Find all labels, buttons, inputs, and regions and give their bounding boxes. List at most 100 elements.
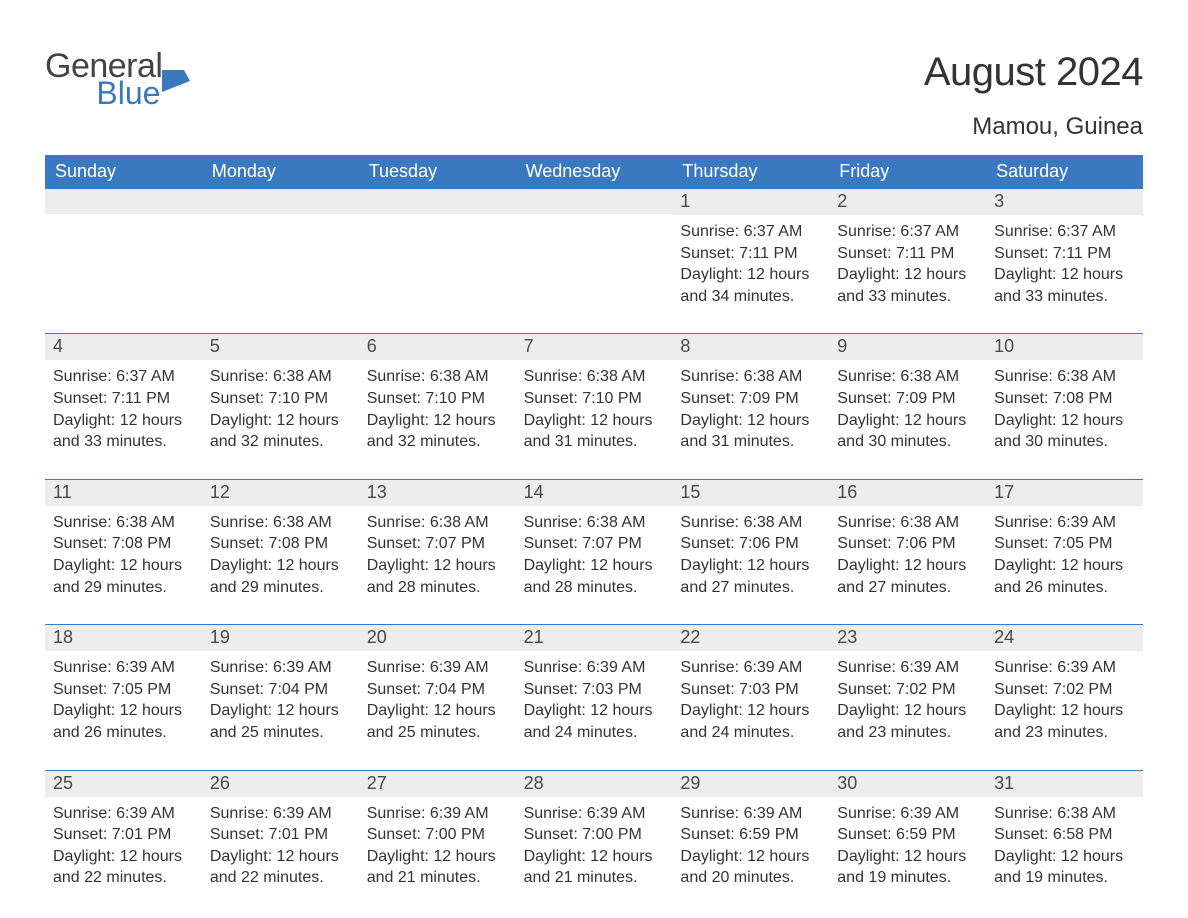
calendar-cell: 28Sunrise: 6:39 AMSunset: 7:00 PMDayligh… [516,771,673,915]
calendar-cell: 25Sunrise: 6:39 AMSunset: 7:01 PMDayligh… [45,771,202,915]
day-number: 5 [202,334,359,360]
sunrise-text: Sunrise: 6:39 AM [210,657,351,679]
daylight-text: Daylight: 12 hours and 25 minutes. [210,700,351,743]
day-header: Sunday [45,155,202,189]
daylight-text: Daylight: 12 hours and 29 minutes. [53,555,194,598]
sunset-text: Sunset: 6:59 PM [680,824,821,846]
calendar-cell: 19Sunrise: 6:39 AMSunset: 7:04 PMDayligh… [202,625,359,769]
sunset-text: Sunset: 7:10 PM [210,388,351,410]
sunset-text: Sunset: 7:11 PM [680,243,821,265]
sunrise-text: Sunrise: 6:38 AM [367,512,508,534]
day-details: Sunrise: 6:37 AMSunset: 7:11 PMDaylight:… [672,215,829,307]
day-number: 27 [359,771,516,797]
day-details: Sunrise: 6:39 AMSunset: 7:00 PMDaylight:… [516,797,673,889]
day-number: 25 [45,771,202,797]
day-details: Sunrise: 6:38 AMSunset: 7:09 PMDaylight:… [672,360,829,452]
calendar-cell: 1Sunrise: 6:37 AMSunset: 7:11 PMDaylight… [672,189,829,333]
sunrise-text: Sunrise: 6:38 AM [680,366,821,388]
calendar-cell: 9Sunrise: 6:38 AMSunset: 7:09 PMDaylight… [829,334,986,478]
calendar-cell: 13Sunrise: 6:38 AMSunset: 7:07 PMDayligh… [359,480,516,624]
day-number: 11 [45,480,202,506]
day-header: Tuesday [359,155,516,189]
daylight-text: Daylight: 12 hours and 30 minutes. [994,410,1135,453]
calendar-cell: 29Sunrise: 6:39 AMSunset: 6:59 PMDayligh… [672,771,829,915]
day-number [45,189,202,214]
sunset-text: Sunset: 6:59 PM [837,824,978,846]
daylight-text: Daylight: 12 hours and 30 minutes. [837,410,978,453]
day-details: Sunrise: 6:37 AMSunset: 7:11 PMDaylight:… [986,215,1143,307]
sunset-text: Sunset: 7:08 PM [994,388,1135,410]
day-number: 8 [672,334,829,360]
day-number: 17 [986,480,1143,506]
sunrise-text: Sunrise: 6:39 AM [524,803,665,825]
daylight-text: Daylight: 12 hours and 26 minutes. [53,700,194,743]
calendar-cell: 2Sunrise: 6:37 AMSunset: 7:11 PMDaylight… [829,189,986,333]
sunset-text: Sunset: 7:02 PM [837,679,978,701]
day-header: Thursday [672,155,829,189]
daylight-text: Daylight: 12 hours and 27 minutes. [680,555,821,598]
daylight-text: Daylight: 12 hours and 21 minutes. [524,846,665,889]
calendar-week: 11 Sunrise: 6:38 AM Sunset: 7:08 PM Dayligh… [45,479,1143,624]
calendar-cell: 12Sunrise: 6:38 AMSunset: 7:08 PMDayligh… [202,480,359,624]
sunset-text: Sunset: 7:11 PM [837,243,978,265]
sunset-text: Sunset: 7:08 PM [210,533,351,555]
sunset-text: Sunset: 7:07 PM [524,533,665,555]
calendar-cell: 11Sunrise: 6:38 AMSunset: 7:08 PMDayligh… [45,480,202,624]
sunrise-text: Sunrise: 6:39 AM [367,803,508,825]
daylight-text: Daylight: 12 hours and 28 minutes. [367,555,508,598]
day-header: Wednesday [516,155,673,189]
sunrise-text: Sunrise: 6:38 AM [524,512,665,534]
daylight-text: Daylight: 12 hours and 33 minutes. [837,264,978,307]
day-details: Sunrise: 6:39 AMSunset: 7:00 PMDaylight:… [359,797,516,889]
sunrise-text: Sunrise: 6:38 AM [524,366,665,388]
sunrise-text: Sunrise: 6:39 AM [994,657,1135,679]
day-number [359,189,516,214]
sunset-text: Sunset: 7:03 PM [524,679,665,701]
daylight-text: Daylight: 12 hours and 27 minutes. [837,555,978,598]
daylight-text: Daylight: 12 hours and 33 minutes. [994,264,1135,307]
flag-icon [162,70,190,92]
day-details: Sunrise: 6:38 AMSunset: 7:06 PMDaylight:… [672,506,829,598]
sunset-text: Sunset: 7:05 PM [53,679,194,701]
daylight-text: Daylight: 12 hours and 34 minutes. [680,264,821,307]
daylight-text: Daylight: 12 hours and 23 minutes. [837,700,978,743]
calendar-cell: 18Sunrise: 6:39 AMSunset: 7:05 PMDayligh… [45,625,202,769]
sunrise-text: Sunrise: 6:39 AM [837,803,978,825]
day-details: Sunrise: 6:38 AMSunset: 7:06 PMDaylight:… [829,506,986,598]
calendar-body: 1Sunrise: 6:37 AMSunset: 7:11 PMDaylight… [45,189,1143,915]
day-number: 26 [202,771,359,797]
day-details: Sunrise: 6:39 AMSunset: 7:03 PMDaylight:… [516,651,673,743]
sunset-text: Sunset: 7:06 PM [680,533,821,555]
calendar-cell: 4Sunrise: 6:37 AMSunset: 7:11 PMDaylight… [45,334,202,478]
sunrise-text: Sunrise: 6:38 AM [837,512,978,534]
calendar-cell: 17Sunrise: 6:39 AMSunset: 7:05 PMDayligh… [986,480,1143,624]
sunrise-text: Sunrise: 6:39 AM [837,657,978,679]
daylight-text: Daylight: 12 hours and 22 minutes. [53,846,194,889]
day-number: 4 [45,334,202,360]
calendar-table: SundayMondayTuesdayWednesdayThursdayFrid… [45,155,1143,915]
calendar-cell: 10 Sunrise: 6:38 AMSunset: 7:08 PMDayligh… [986,334,1143,478]
sunrise-text: Sunrise: 6:38 AM [994,366,1135,388]
sunset-text: Sunset: 7:00 PM [524,824,665,846]
calendar-cell: 20Sunrise: 6:39 AMSunset: 7:04 PMDayligh… [359,625,516,769]
daylight-text: Daylight: 12 hours and 23 minutes. [994,700,1135,743]
sunrise-text: Sunrise: 6:39 AM [994,512,1135,534]
day-number: 10 [986,334,1143,360]
day-details: Sunrise: 6:37 AMSunset: 7:11 PMDaylight:… [829,215,986,307]
calendar-cell: 14Sunrise: 6:38 AMSunset: 7:07 PMDayligh… [516,480,673,624]
page-header: General Blue August 2024 Mamou, Guinea [45,50,1143,141]
calendar-cell: 27Sunrise: 6:39 AMSunset: 7:00 PMDayligh… [359,771,516,915]
day-number: 18 [45,625,202,651]
calendar-cell: 26Sunrise: 6:39 AMSunset: 7:01 PMDayligh… [202,771,359,915]
daylight-text: Daylight: 12 hours and 24 minutes. [524,700,665,743]
day-header: Monday [202,155,359,189]
daylight-text: Daylight: 12 hours and 32 minutes. [367,410,508,453]
calendar-cell: 6Sunrise: 6:38 AMSunset: 7:10 PMDaylight… [359,334,516,478]
sunset-text: Sunset: 7:02 PM [994,679,1135,701]
daylight-text: Daylight: 12 hours and 19 minutes. [994,846,1135,889]
sunrise-text: Sunrise: 6:39 AM [367,657,508,679]
daylight-text: Daylight: 12 hours and 25 minutes. [367,700,508,743]
title-block: August 2024 Mamou, Guinea [924,50,1143,141]
sunset-text: Sunset: 6:58 PM [994,824,1135,846]
day-details: Sunrise: 6:39 AMSunset: 7:01 PMDaylight:… [202,797,359,889]
